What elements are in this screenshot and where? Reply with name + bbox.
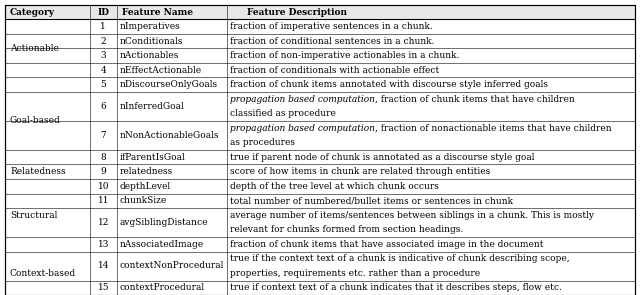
Text: nAssociatedImage: nAssociatedImage	[120, 240, 204, 249]
Text: fraction of non-imperative actionables in a chunk.: fraction of non-imperative actionables i…	[230, 51, 459, 60]
Text: contextNonProcedural: contextNonProcedural	[120, 261, 224, 271]
Text: Feature Description: Feature Description	[247, 8, 347, 17]
Text: nConditionals: nConditionals	[120, 37, 183, 46]
Text: nInferredGoal: nInferredGoal	[120, 102, 184, 111]
Text: 3: 3	[100, 51, 106, 60]
Text: nEffectActionable: nEffectActionable	[120, 66, 202, 75]
Text: chunkSize: chunkSize	[120, 196, 167, 205]
Text: fraction of conditionals with actionable effect: fraction of conditionals with actionable…	[230, 66, 439, 75]
Text: 7: 7	[100, 131, 106, 140]
Text: 14: 14	[97, 261, 109, 271]
Text: 10: 10	[97, 182, 109, 191]
Text: nImperatives: nImperatives	[120, 22, 180, 31]
Text: 8: 8	[100, 153, 106, 162]
Text: relevant for chunks formed from section headings.: relevant for chunks formed from section …	[230, 225, 463, 234]
Text: avgSiblingDistance: avgSiblingDistance	[120, 218, 208, 227]
Text: properties, requirements etc. rather than a procedure: properties, requirements etc. rather tha…	[230, 269, 480, 278]
Text: average number of items/sentences between siblings in a chunk. This is mostly: average number of items/sentences betwee…	[230, 211, 594, 220]
Text: nNonActionableGoals: nNonActionableGoals	[120, 131, 219, 140]
Text: Context-based: Context-based	[10, 269, 76, 278]
Text: Goal-based: Goal-based	[10, 117, 61, 125]
Text: 2: 2	[100, 37, 106, 46]
Text: 9: 9	[100, 167, 106, 176]
Text: total number of numbered/bullet items or sentences in chunk: total number of numbered/bullet items or…	[230, 196, 513, 205]
Text: 13: 13	[97, 240, 109, 249]
Text: 6: 6	[100, 102, 106, 111]
Text: fraction of chunk items that have associated image in the document: fraction of chunk items that have associ…	[230, 240, 543, 249]
Text: propagation based computation: propagation based computation	[230, 95, 374, 104]
Text: 12: 12	[97, 218, 109, 227]
Text: nDiscourseOnlyGoals: nDiscourseOnlyGoals	[120, 80, 218, 89]
Text: 4: 4	[100, 66, 106, 75]
Text: Feature Name: Feature Name	[122, 8, 193, 17]
Text: fraction of conditional sentences in a chunk.: fraction of conditional sentences in a c…	[230, 37, 435, 46]
Text: 1: 1	[100, 22, 106, 31]
Text: fraction of chunk items annotated with discourse style inferred goals: fraction of chunk items annotated with d…	[230, 80, 548, 89]
Text: contextProcedural: contextProcedural	[120, 283, 205, 292]
Text: 11: 11	[97, 196, 109, 205]
Text: 5: 5	[100, 80, 106, 89]
Text: 15: 15	[97, 283, 109, 292]
Text: fraction of imperative sentences in a chunk.: fraction of imperative sentences in a ch…	[230, 22, 433, 31]
Text: nActionables: nActionables	[120, 51, 179, 60]
Text: Structural: Structural	[10, 211, 58, 220]
Text: classified as procedure: classified as procedure	[230, 109, 335, 118]
Text: , fraction of nonactionable items that have children: , fraction of nonactionable items that h…	[374, 124, 611, 133]
Text: depthLevel: depthLevel	[120, 182, 171, 191]
Text: true if parent node of chunk is annotated as a discourse style goal: true if parent node of chunk is annotate…	[230, 153, 534, 162]
Text: true if context text of a chunk indicates that it describes steps, flow etc.: true if context text of a chunk indicate…	[230, 283, 562, 292]
Text: as procedures: as procedures	[230, 138, 295, 147]
Text: depth of the tree level at which chunk occurs: depth of the tree level at which chunk o…	[230, 182, 438, 191]
Text: , fraction of chunk items that have children: , fraction of chunk items that have chil…	[374, 95, 574, 104]
Text: Category: Category	[10, 8, 55, 17]
Text: ID: ID	[97, 8, 109, 17]
Text: score of how items in chunk are related through entities: score of how items in chunk are related …	[230, 167, 490, 176]
Text: ifParentIsGoal: ifParentIsGoal	[120, 153, 185, 162]
Text: true if the context text of a chunk is indicative of chunk describing scope,: true if the context text of a chunk is i…	[230, 254, 570, 263]
Text: Relatedness: Relatedness	[10, 167, 66, 176]
Text: Actionable: Actionable	[10, 44, 59, 53]
Text: relatedness: relatedness	[120, 167, 173, 176]
Text: propagation based computation: propagation based computation	[230, 124, 374, 133]
Bar	[5, 5, 635, 19]
